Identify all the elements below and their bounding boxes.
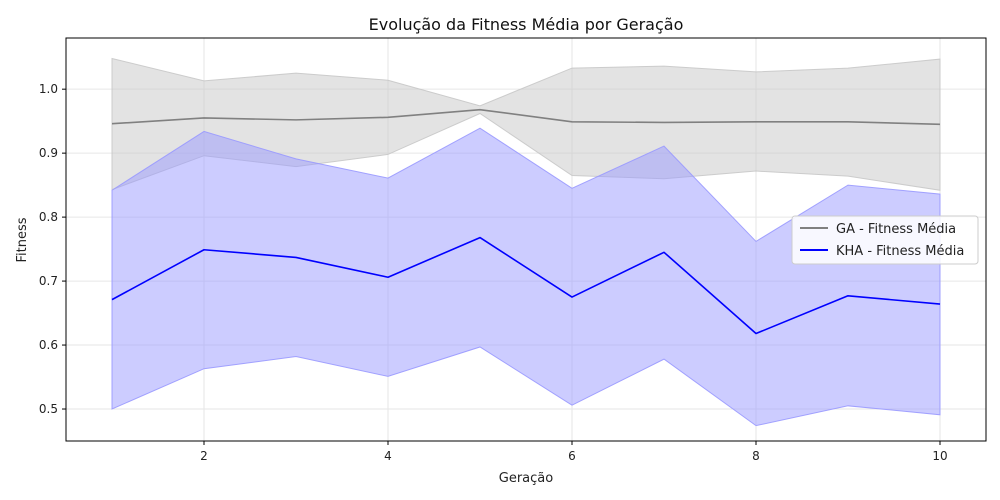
x-tick-label: 6 — [568, 449, 576, 463]
chart-title: Evolução da Fitness Média por Geração — [369, 15, 684, 34]
plot-frame — [65, 37, 987, 442]
line-kha — [111, 236, 941, 335]
legend-label-ga: GA - Fitness Média — [836, 222, 956, 237]
y-axis-title: Fitness — [15, 217, 30, 262]
y-tick-label: 1.0 — [39, 82, 58, 96]
y-tick-label: 0.7 — [39, 274, 58, 288]
x-tick-label: 4 — [384, 449, 392, 463]
y-tick-label: 0.9 — [39, 146, 58, 160]
x-tick-label: 8 — [752, 449, 760, 463]
confidence-bands — [111, 57, 941, 427]
y-tick-label: 0.6 — [39, 338, 58, 352]
series-lines — [111, 108, 941, 335]
legend-box — [791, 215, 979, 265]
x-axis-ticks: 2 4 6 8 10 — [200, 441, 948, 463]
y-tick-label: 0.5 — [39, 402, 58, 416]
x-tick-label: 10 — [932, 449, 947, 463]
x-axis-title: Geração — [499, 471, 553, 486]
y-tick-label: 0.8 — [39, 210, 58, 224]
y-axis-ticks: 0.5 0.6 0.7 0.8 0.9 1.0 — [39, 82, 66, 416]
band-ga — [111, 57, 941, 191]
legend: GA - Fitness Média KHA - Fitness Média — [791, 215, 979, 265]
legend-label-kha: KHA - Fitness Média — [836, 244, 964, 259]
band-kha — [111, 127, 941, 427]
line-ga — [111, 108, 941, 126]
x-tick-label: 2 — [200, 449, 208, 463]
